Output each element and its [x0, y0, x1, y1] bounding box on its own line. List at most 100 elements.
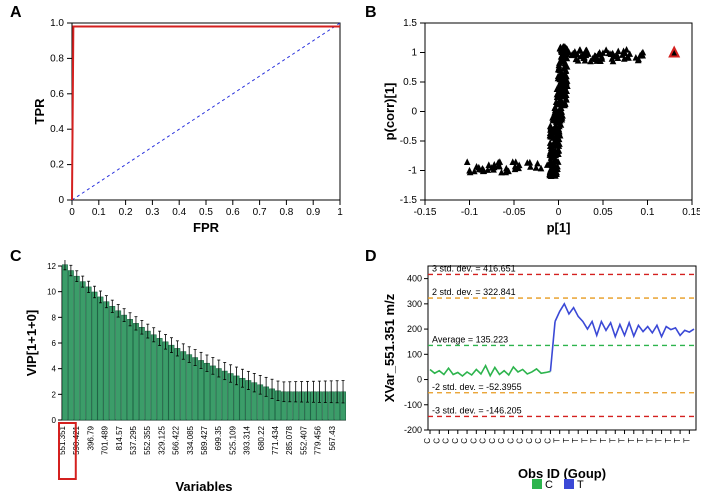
svg-text:C: C	[442, 438, 451, 444]
svg-text:334.085: 334.085	[186, 425, 195, 454]
svg-text:T: T	[590, 438, 599, 443]
svg-text:10: 10	[47, 288, 56, 297]
svg-text:p(corr)[1]: p(corr)[1]	[382, 83, 397, 141]
svg-text:0: 0	[52, 416, 57, 425]
svg-text:400: 400	[407, 274, 422, 284]
svg-text:Variables: Variables	[175, 479, 232, 494]
svg-text:0.1: 0.1	[92, 207, 106, 218]
svg-text:1.5: 1.5	[403, 18, 417, 29]
svg-text:537.295: 537.295	[129, 425, 138, 454]
svg-text:0.4: 0.4	[172, 207, 186, 218]
svg-text:12: 12	[47, 262, 56, 271]
svg-text:T: T	[673, 438, 682, 443]
svg-text:771.434: 771.434	[271, 425, 280, 454]
svg-text:C: C	[543, 438, 552, 444]
svg-text:396.79: 396.79	[86, 425, 95, 450]
svg-text:200: 200	[407, 324, 422, 334]
svg-text:C: C	[451, 438, 460, 444]
svg-text:T: T	[553, 438, 562, 443]
svg-text:T: T	[577, 479, 584, 491]
svg-text:VIP[1+1+0]: VIP[1+1+0]	[24, 310, 39, 377]
svg-text:0: 0	[417, 375, 422, 385]
svg-text:-100: -100	[404, 400, 422, 410]
svg-text:779.456: 779.456	[314, 425, 323, 454]
svg-text:C: C	[423, 438, 432, 444]
svg-text:-0.15: -0.15	[414, 207, 437, 218]
svg-text:701.489: 701.489	[101, 425, 110, 454]
svg-text:4: 4	[52, 365, 57, 374]
svg-text:0.2: 0.2	[119, 207, 133, 218]
svg-text:C: C	[469, 438, 478, 444]
svg-text:T: T	[664, 438, 673, 443]
svg-text:T: T	[562, 438, 571, 443]
svg-text:-1.5: -1.5	[400, 195, 418, 206]
svg-text:6: 6	[52, 339, 57, 348]
svg-text:Obs ID (Goup): Obs ID (Goup)	[518, 466, 606, 481]
svg-text:0: 0	[58, 195, 64, 206]
svg-text:0.1: 0.1	[641, 207, 655, 218]
panel-c: 024681012VIP[1+1+0]Variables551.351590.4…	[24, 260, 350, 495]
svg-text:552.407: 552.407	[299, 425, 308, 454]
svg-text:FPR: FPR	[193, 220, 220, 235]
svg-text:0.9: 0.9	[306, 207, 320, 218]
svg-text:C: C	[488, 438, 497, 444]
svg-text:8: 8	[52, 313, 57, 322]
svg-text:2: 2	[52, 390, 57, 399]
svg-text:T: T	[645, 438, 654, 443]
svg-text:567.43: 567.43	[328, 425, 337, 450]
svg-text:0: 0	[556, 207, 562, 218]
svg-text:3 std. dev. = 416.651: 3 std. dev. = 416.651	[432, 263, 516, 273]
svg-text:0: 0	[69, 207, 75, 218]
svg-text:T: T	[636, 438, 645, 443]
svg-text:552.355: 552.355	[143, 425, 152, 454]
panel-label-a: A	[10, 4, 22, 22]
svg-text:T: T	[608, 438, 617, 443]
svg-text:393.314: 393.314	[243, 425, 252, 454]
svg-text:XVar_551.351 m/z: XVar_551.351 m/z	[382, 293, 397, 402]
svg-text:0.3: 0.3	[145, 207, 159, 218]
panel-label-c: C	[10, 248, 22, 266]
svg-text:-0.05: -0.05	[503, 207, 526, 218]
svg-text:-1: -1	[408, 166, 417, 177]
svg-text:589.427: 589.427	[200, 425, 209, 454]
panel-label-b: B	[365, 4, 377, 22]
svg-text:C: C	[497, 438, 506, 444]
svg-text:0.2: 0.2	[50, 160, 64, 171]
panel-label-d: D	[365, 248, 377, 266]
svg-text:0.05: 0.05	[593, 207, 613, 218]
svg-text:C: C	[516, 438, 525, 444]
svg-text:T: T	[627, 438, 636, 443]
svg-text:680.22: 680.22	[257, 425, 266, 450]
svg-text:-3 std. dev. = -146.205: -3 std. dev. = -146.205	[432, 405, 522, 415]
svg-text:-0.1: -0.1	[461, 207, 479, 218]
svg-text:C: C	[460, 438, 469, 444]
svg-text:1: 1	[337, 207, 343, 218]
svg-text:C: C	[506, 438, 515, 444]
svg-text:T: T	[580, 438, 589, 443]
svg-text:0.15: 0.15	[682, 207, 700, 218]
svg-text:566.422: 566.422	[172, 425, 181, 454]
svg-text:0.8: 0.8	[279, 207, 293, 218]
svg-text:p[1]: p[1]	[547, 220, 571, 235]
svg-text:T: T	[571, 438, 580, 443]
svg-text:0.7: 0.7	[253, 207, 267, 218]
svg-text:1: 1	[411, 48, 417, 59]
svg-text:300: 300	[407, 299, 422, 309]
svg-text:329.125: 329.125	[157, 425, 166, 454]
svg-text:100: 100	[407, 349, 422, 359]
svg-text:0.6: 0.6	[226, 207, 240, 218]
panel-d: -200-1000100200300400XVar_551.351 m/zObs…	[380, 260, 700, 495]
svg-text:1.0: 1.0	[50, 18, 64, 29]
svg-text:0.8: 0.8	[50, 53, 64, 64]
svg-text:C: C	[545, 479, 553, 491]
svg-text:0.6: 0.6	[50, 89, 64, 100]
svg-text:-0.5: -0.5	[400, 136, 418, 147]
svg-text:285.078: 285.078	[285, 425, 294, 454]
svg-text:0: 0	[411, 107, 417, 118]
svg-text:C: C	[432, 438, 441, 444]
svg-text:525.109: 525.109	[228, 425, 237, 454]
svg-text:C: C	[525, 438, 534, 444]
svg-text:0.5: 0.5	[403, 77, 417, 88]
svg-text:T: T	[655, 438, 664, 443]
svg-text:814.57: 814.57	[115, 425, 124, 450]
